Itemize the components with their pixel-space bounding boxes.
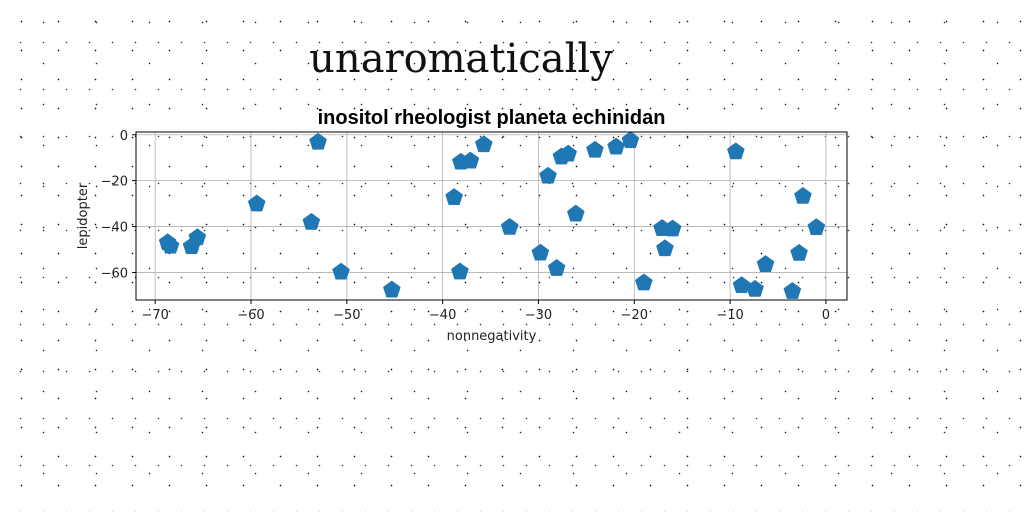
axis-ticks: −70 −60 −50 −40 −30 −20 −10 0 0 −20 −40 −60 — [101, 129, 830, 323]
x-tick-label: −60 — [237, 308, 264, 323]
x-tick-label: −70 — [141, 308, 168, 323]
data-point — [607, 137, 625, 155]
data-point — [783, 281, 802, 299]
y-axis-label: lepidopter — [76, 182, 91, 249]
data-points — [158, 131, 826, 299]
x-tick-label: 0 — [822, 308, 830, 323]
data-point — [547, 258, 566, 276]
data-point — [475, 135, 493, 153]
data-point — [451, 262, 469, 280]
x-tick-label: −20 — [621, 308, 648, 323]
data-point — [732, 276, 751, 294]
data-point — [247, 194, 266, 212]
data-point — [559, 144, 577, 162]
data-point — [531, 243, 550, 261]
data-point — [794, 186, 812, 204]
data-point — [500, 217, 519, 235]
data-point — [332, 262, 350, 280]
data-point — [727, 142, 745, 160]
y-tick-label: 0 — [120, 129, 128, 144]
data-point — [539, 166, 557, 184]
data-point — [663, 219, 682, 237]
data-point — [790, 243, 808, 261]
x-tick-label: −50 — [333, 308, 360, 323]
data-point — [461, 151, 480, 169]
data-point — [656, 239, 674, 257]
data-point — [621, 131, 640, 149]
data-point — [383, 280, 401, 298]
x-tick-label: −30 — [525, 308, 552, 323]
y-tick-label: −20 — [101, 175, 128, 190]
data-point — [445, 188, 463, 205]
data-point — [302, 212, 321, 230]
chart-title: inositol rheologist planeta echinidan — [318, 107, 666, 129]
grid — [136, 132, 847, 300]
x-tick-label: −40 — [429, 308, 456, 323]
y-tick-label: −40 — [101, 221, 128, 236]
data-point — [567, 204, 585, 222]
x-axis-label: nonnegativity — [447, 329, 537, 344]
data-point — [309, 132, 327, 150]
y-tick-label: −60 — [101, 266, 128, 281]
data-point — [586, 140, 604, 158]
data-point — [188, 228, 207, 246]
data-point — [635, 273, 653, 291]
page-title: unaromatically — [309, 36, 613, 82]
data-point — [161, 236, 180, 254]
data-point — [746, 279, 764, 297]
plot-frame — [135, 131, 848, 301]
data-point — [807, 218, 826, 236]
data-point — [756, 255, 775, 272]
x-tick-label: −10 — [716, 308, 743, 323]
